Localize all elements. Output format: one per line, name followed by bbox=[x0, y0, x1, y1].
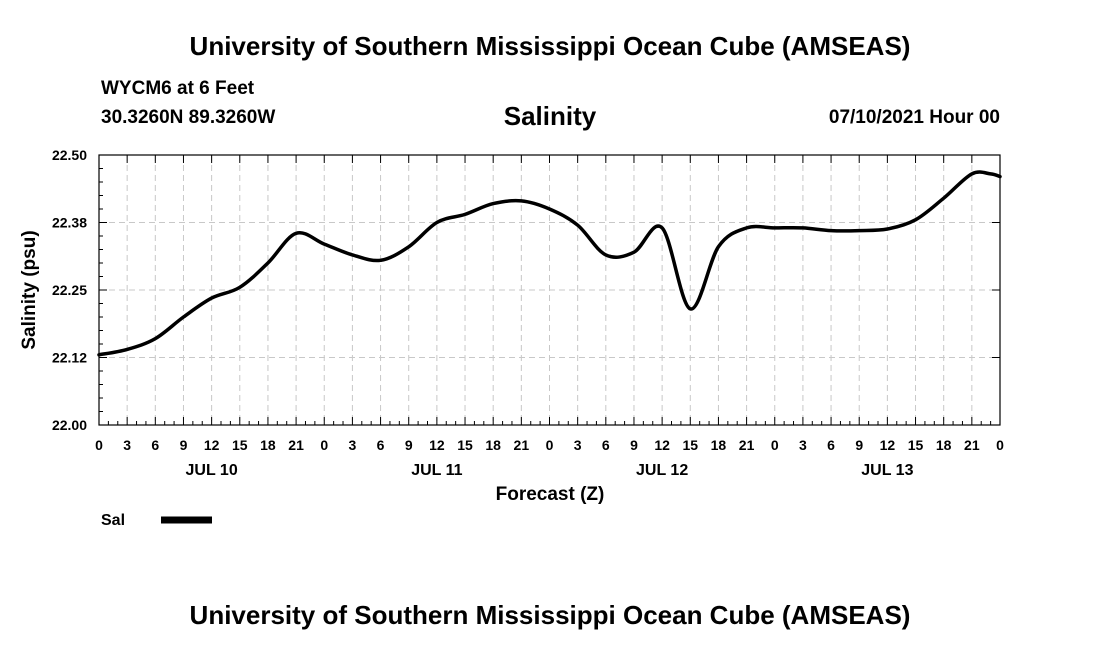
x-tick-label: 0 bbox=[771, 437, 779, 453]
y-tick-label: 22.50 bbox=[52, 147, 87, 163]
x-tick-label: 18 bbox=[260, 437, 276, 453]
x-axis-title: Forecast (Z) bbox=[496, 484, 605, 505]
x-tick-label: 0 bbox=[95, 437, 103, 453]
grid-layer bbox=[99, 155, 1000, 425]
x-tick-label: 18 bbox=[936, 437, 952, 453]
x-tick-label: 18 bbox=[711, 437, 727, 453]
axis-layer: 0 3 6 9 12 15 18 21 0 3 6 9 12 15 18 21 0 3 6 9 12 15 18 21 0 3 6 9… bbox=[52, 147, 1004, 479]
x-tick-label: 9 bbox=[855, 437, 863, 453]
chart-title-top: University of Southern Mississippi Ocean… bbox=[189, 31, 911, 61]
x-day-label: JUL 13 bbox=[861, 462, 913, 479]
x-tick-label: 21 bbox=[288, 437, 304, 453]
chart-title-bottom: University of Southern Mississippi Ocean… bbox=[189, 600, 911, 630]
x-tick-label: 3 bbox=[123, 437, 131, 453]
x-tick-label: 21 bbox=[514, 437, 530, 453]
x-tick-label: 6 bbox=[602, 437, 610, 453]
x-tick-label: 12 bbox=[204, 437, 220, 453]
x-tick-label: 6 bbox=[377, 437, 385, 453]
y-tick-label: 22.12 bbox=[52, 350, 87, 366]
series-line-sal bbox=[97, 170, 1002, 357]
x-day-label: JUL 12 bbox=[636, 462, 688, 479]
y-axis-title: Salinity (psu) bbox=[19, 230, 40, 349]
x-tick-label: 12 bbox=[429, 437, 445, 453]
x-tick-label: 12 bbox=[654, 437, 670, 453]
legend: Sal bbox=[101, 512, 212, 529]
x-day-label: JUL 10 bbox=[186, 462, 238, 479]
y-tick-label: 22.00 bbox=[52, 417, 87, 433]
variable-title: Salinity bbox=[503, 101, 597, 131]
x-tick-label: 6 bbox=[151, 437, 159, 453]
x-tick-label: 12 bbox=[880, 437, 896, 453]
forecast-datetime: 07/10/2021 Hour 00 bbox=[828, 107, 1000, 128]
legend-label-sal: Sal bbox=[101, 512, 125, 529]
x-tick-label: 9 bbox=[405, 437, 413, 453]
y-tick-label: 22.38 bbox=[52, 215, 87, 231]
x-tick-label: 9 bbox=[180, 437, 188, 453]
x-tick-label: 6 bbox=[827, 437, 835, 453]
x-tick-label: 3 bbox=[574, 437, 582, 453]
x-day-label: JUL 11 bbox=[411, 462, 462, 479]
x-tick-label: 15 bbox=[682, 437, 698, 453]
x-tick-label: 0 bbox=[320, 437, 328, 453]
station-label: WYCM6 at 6 Feet bbox=[101, 78, 255, 99]
x-tick-label: 3 bbox=[799, 437, 807, 453]
y-tick-label: 22.25 bbox=[52, 282, 87, 298]
x-tick-label: 0 bbox=[996, 437, 1004, 453]
station-coordinates: 30.3260N 89.3260W bbox=[101, 107, 276, 128]
x-tick-label: 0 bbox=[546, 437, 554, 453]
x-tick-label: 18 bbox=[485, 437, 501, 453]
x-tick-label: 3 bbox=[349, 437, 357, 453]
x-tick-label: 15 bbox=[457, 437, 473, 453]
x-tick-label: 21 bbox=[964, 437, 980, 453]
x-tick-label: 15 bbox=[908, 437, 924, 453]
x-tick-label: 15 bbox=[232, 437, 248, 453]
x-tick-label: 9 bbox=[630, 437, 638, 453]
x-tick-label: 21 bbox=[739, 437, 755, 453]
